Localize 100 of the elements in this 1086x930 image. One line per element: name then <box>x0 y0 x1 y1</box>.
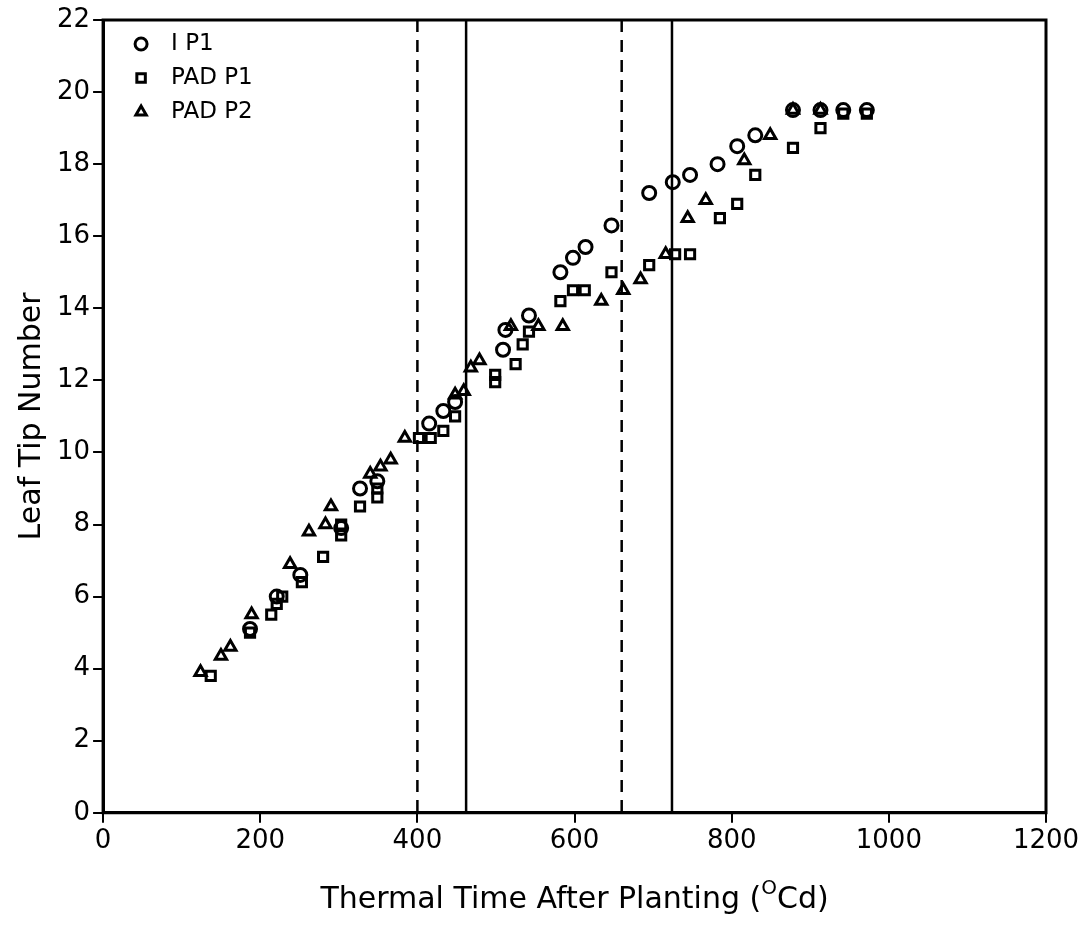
point <box>456 383 471 396</box>
point <box>352 480 369 497</box>
y-tick-label: 12 <box>56 363 91 394</box>
point <box>276 590 289 603</box>
point <box>731 197 744 210</box>
y-tick-label: 0 <box>73 795 91 826</box>
point <box>497 321 514 338</box>
point <box>784 102 801 119</box>
point <box>729 138 746 155</box>
point <box>295 576 308 589</box>
point <box>566 284 580 297</box>
y-tick-label: 8 <box>73 507 91 538</box>
point <box>472 352 487 366</box>
point <box>633 271 648 285</box>
point <box>371 491 384 504</box>
point <box>301 523 317 537</box>
point <box>577 239 594 256</box>
point <box>509 358 522 371</box>
point <box>449 410 462 423</box>
y-tick-label: 16 <box>56 218 91 249</box>
point <box>397 430 412 443</box>
point <box>785 102 801 115</box>
point <box>435 403 452 419</box>
point <box>747 127 764 144</box>
point <box>594 293 609 306</box>
point <box>680 210 695 223</box>
point <box>323 498 339 512</box>
point <box>616 282 631 296</box>
point <box>371 482 384 495</box>
point <box>555 318 570 332</box>
x-tick-label: 200 <box>235 824 286 855</box>
point <box>495 341 512 358</box>
point <box>489 368 502 382</box>
point <box>265 608 278 621</box>
point <box>520 307 537 324</box>
point <box>421 415 438 432</box>
point <box>713 212 726 225</box>
point <box>424 431 437 445</box>
point <box>447 386 463 400</box>
point <box>363 466 378 479</box>
y-tick-label: 20 <box>56 74 91 105</box>
point <box>353 500 367 513</box>
point <box>837 107 850 120</box>
point <box>709 156 726 173</box>
point <box>213 648 229 661</box>
point <box>531 318 546 332</box>
point <box>682 166 699 183</box>
point <box>243 626 257 639</box>
y-axis-title: Leaf Tip Number <box>11 291 47 541</box>
point <box>683 248 697 261</box>
point <box>578 284 591 297</box>
point <box>223 639 238 652</box>
point <box>270 597 283 610</box>
point <box>447 393 464 410</box>
point <box>516 338 529 351</box>
point <box>603 217 620 234</box>
x-tick-label: 1000 <box>855 824 922 855</box>
x-tick-label: 800 <box>706 824 757 855</box>
point <box>669 248 682 261</box>
point <box>318 516 333 530</box>
point <box>204 669 217 682</box>
point <box>335 529 348 542</box>
point <box>552 264 569 281</box>
point <box>317 550 330 564</box>
point <box>605 266 618 279</box>
point <box>412 431 426 445</box>
point <box>860 107 873 120</box>
legend-label: I P1 <box>171 28 214 55</box>
point <box>814 122 827 135</box>
point <box>244 606 259 620</box>
point <box>698 192 713 205</box>
point <box>835 102 852 119</box>
y-tick-label: 14 <box>56 291 91 322</box>
y-tick-label: 10 <box>56 435 91 466</box>
point <box>489 376 502 389</box>
point <box>664 174 681 191</box>
point <box>242 621 259 638</box>
x-tick-label: 0 <box>94 824 112 855</box>
y-tick-label: 6 <box>73 579 91 610</box>
point <box>369 473 386 490</box>
y-tick-label: 22 <box>56 2 91 33</box>
point <box>641 184 658 201</box>
point <box>522 325 536 338</box>
point <box>282 556 298 569</box>
point <box>763 127 778 141</box>
point <box>193 664 208 678</box>
legend-label: PAD P1 <box>171 62 253 89</box>
point <box>373 458 388 472</box>
point <box>335 518 348 531</box>
point <box>812 102 829 119</box>
point <box>749 168 762 182</box>
point <box>786 141 800 155</box>
point <box>643 258 656 272</box>
point <box>858 102 875 119</box>
x-tick-label: 600 <box>549 824 600 855</box>
legend-label: PAD P2 <box>171 96 253 123</box>
point <box>737 152 752 166</box>
point <box>292 566 309 583</box>
point <box>437 424 450 437</box>
point <box>564 249 581 266</box>
